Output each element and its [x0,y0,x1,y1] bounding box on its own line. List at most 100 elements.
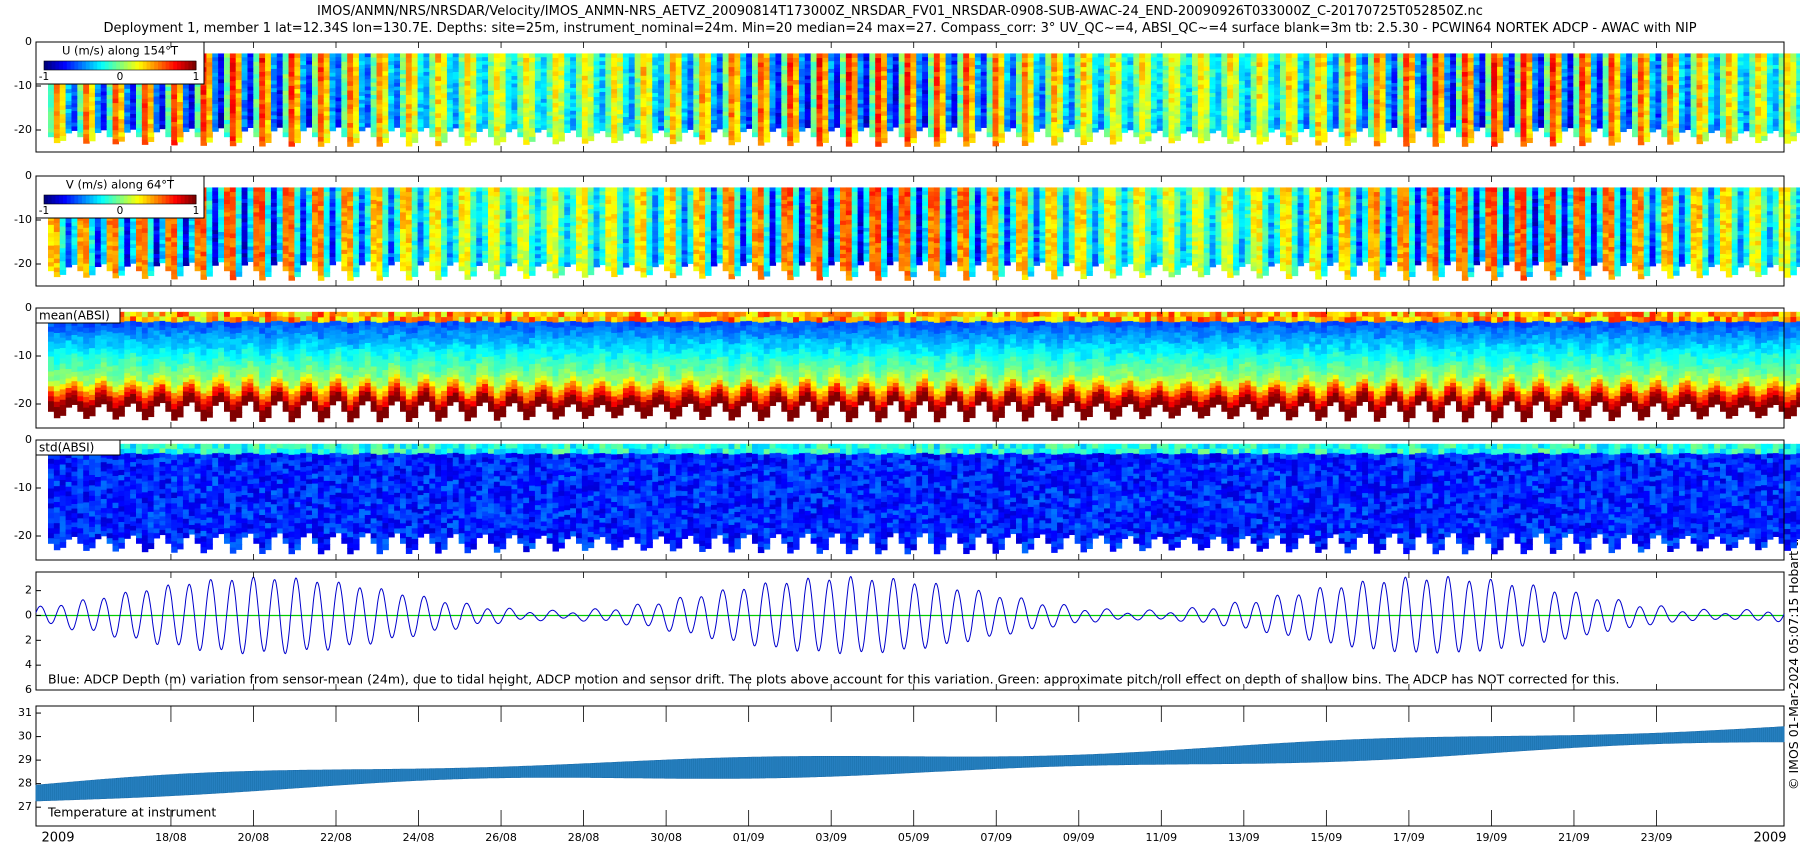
heatmap-cell [804,112,812,117]
heatmap-cell [276,82,284,88]
heatmap-cell [294,97,301,104]
heatmap-cell [1326,80,1334,86]
heatmap-cell [980,75,988,80]
heatmap-cell [1497,124,1504,130]
heatmap-cell [1221,78,1228,84]
heatmap-cell [1414,95,1422,101]
heatmap-cell [1150,93,1158,98]
heatmap-cell [781,111,788,117]
heatmap-cell [323,129,331,135]
heatmap-cell [130,87,137,92]
heatmap-cell [1233,101,1240,107]
heatmap-cell [570,114,577,119]
heatmap-cell [1403,118,1410,124]
heatmap-cell [1409,89,1416,95]
heatmap-cell [259,104,266,110]
heatmap-cell [710,80,718,86]
heatmap-cell [804,71,812,77]
heatmap-cell [681,128,689,133]
heatmap-cell [335,75,342,80]
heatmap-cell [886,115,894,120]
heatmap-cell [1098,125,1105,130]
heatmap-cell [347,67,354,73]
heatmap-cell [1156,80,1164,85]
heatmap-cell [1321,102,1328,108]
heatmap-cell [933,81,941,87]
heatmap-cell [276,86,284,91]
heatmap-cell [1080,85,1087,91]
heatmap-cell [382,111,389,117]
heatmap-cell [499,53,507,59]
heatmap-cell [1467,102,1475,108]
heatmap-cell [851,97,859,103]
heatmap-cell [124,104,131,110]
heatmap-cell [705,62,712,68]
heatmap-cell [335,93,342,99]
heatmap-cell [1215,103,1222,108]
heatmap-cell [611,89,618,95]
heatmap-cell [1057,101,1064,107]
heatmap-cell [364,97,372,102]
heatmap-cell [769,111,777,117]
heatmap-cell [505,108,513,113]
heatmap-cell [376,104,383,110]
heatmap-cell [200,90,207,96]
heatmap-cell [1285,67,1293,73]
heatmap-cell [276,75,284,80]
heatmap-cell [270,99,278,105]
heatmap-cell [1379,106,1387,112]
heatmap-cell [405,67,413,73]
heatmap-cell [294,115,301,121]
heatmap-cell [1256,62,1263,68]
heatmap-cell [804,94,812,99]
heatmap-cell [928,82,935,88]
heatmap-cell [493,140,501,146]
heatmap-cell [276,68,284,73]
heatmap-cell [1297,72,1305,78]
heatmap-cell [1139,84,1146,90]
heatmap-cell [605,103,612,109]
heatmap-cell [1104,74,1111,79]
heatmap-cell [335,97,342,102]
heatmap-cell [1197,57,1205,63]
heatmap-cell [458,111,466,117]
heatmap-cell [153,100,161,105]
heatmap-cell [546,53,554,59]
heatmap-cell [276,57,284,62]
heatmap-cell [153,84,161,90]
heatmap-cell [411,93,419,99]
heatmap-cell [165,99,172,104]
heatmap-cell [1420,86,1428,91]
heatmap-cell [710,92,718,98]
heatmap-cell [206,57,213,63]
heatmap-cell [53,84,61,90]
heatmap-cell [1209,116,1217,122]
heatmap-cell [710,53,718,58]
heatmap-cell [347,62,354,68]
heatmap-cell [1062,92,1070,98]
heatmap-cell [335,53,342,58]
heatmap-cell [294,71,301,77]
heatmap-cell [194,111,202,117]
heatmap-cell [1150,124,1158,130]
heatmap-cell [1016,90,1023,96]
heatmap-cell [212,57,219,62]
heatmap-cell [998,66,1005,72]
heatmap-cell [1227,111,1234,117]
heatmap-cell [1309,124,1316,129]
heatmap-cell [253,53,260,59]
heatmap-cell [628,107,636,112]
heatmap-cell [1420,68,1428,73]
heatmap-cell [100,91,108,96]
heatmap-cell [1057,128,1064,134]
heatmap-cell [1274,57,1281,62]
heatmap-cell [1121,124,1129,129]
heatmap-cell [1156,61,1164,66]
heatmap-cell [1062,76,1070,82]
heatmap-cell [681,112,689,118]
heatmap-cell [482,102,489,107]
heatmap-cell [529,62,536,68]
heatmap-cell [1086,88,1093,94]
heatmap-cell [652,85,659,90]
heatmap-cell [218,53,225,58]
